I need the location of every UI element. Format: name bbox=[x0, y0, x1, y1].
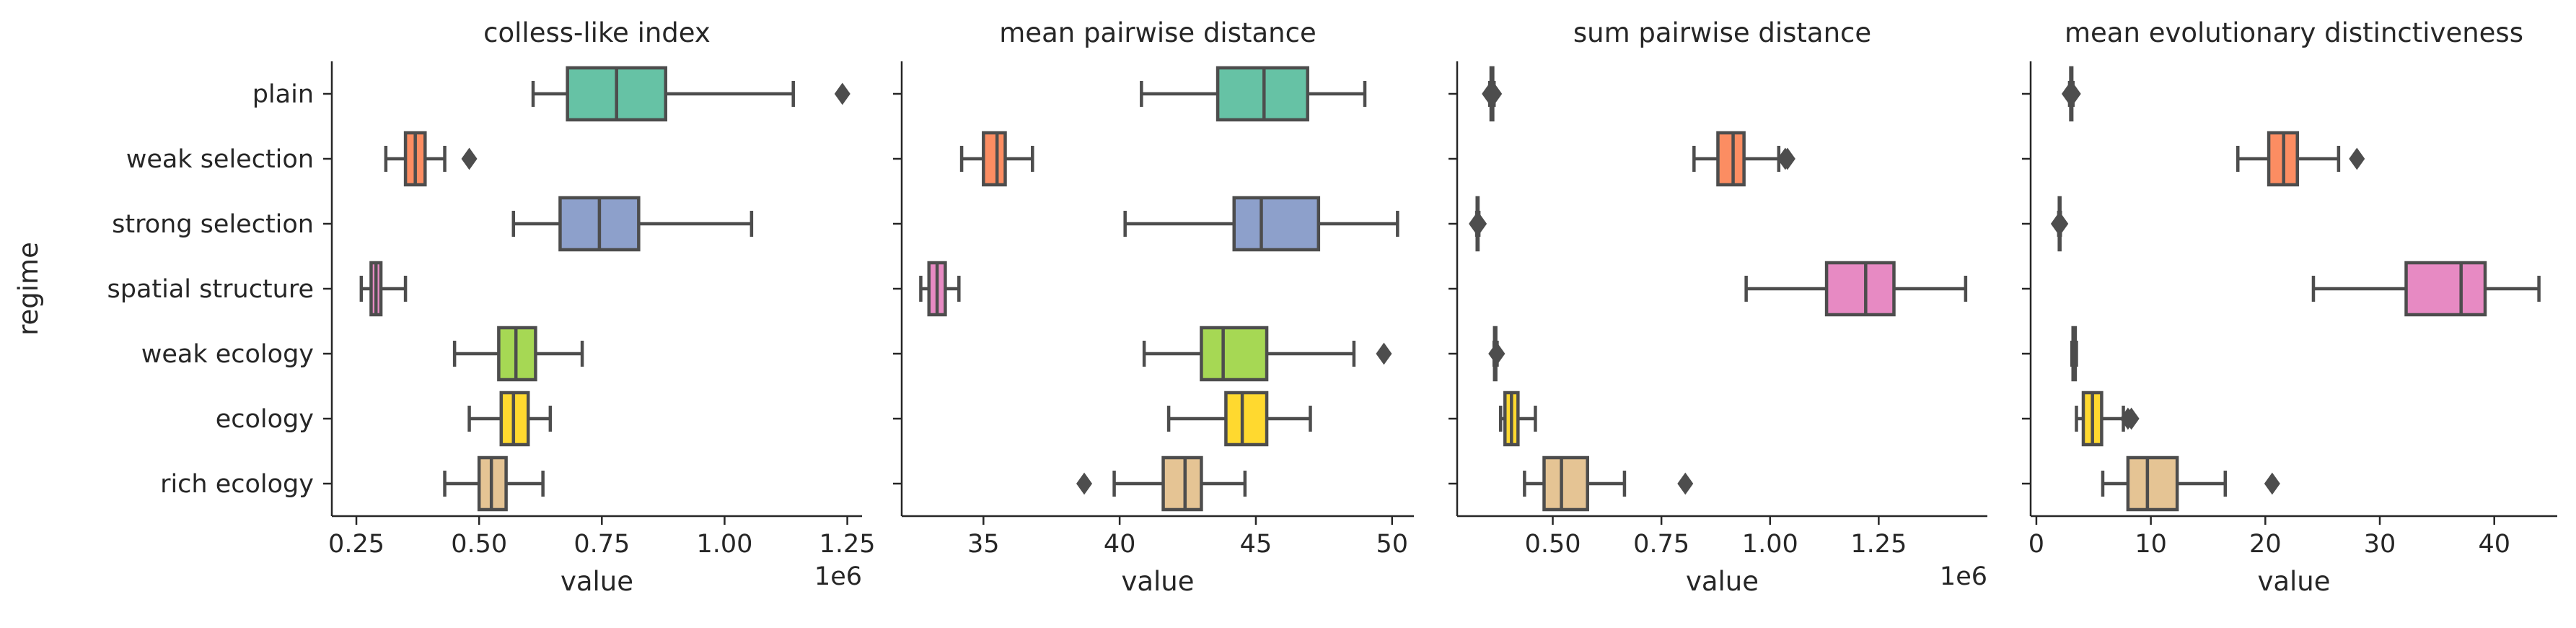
x-tick-label: 30 bbox=[2364, 530, 2396, 559]
box-rich-ecology bbox=[443, 455, 545, 512]
y-tick-label-strong-selection: strong selection bbox=[112, 210, 314, 239]
box-weak-selection bbox=[959, 131, 1034, 187]
panel-colless-like-index bbox=[323, 61, 862, 525]
outlier-point bbox=[1677, 472, 1694, 495]
box-rich-ecology bbox=[2101, 455, 2280, 512]
x-tick-label: 40 bbox=[1104, 530, 1136, 559]
y-tick-label-plain: plain bbox=[252, 80, 314, 109]
box-weak-selection bbox=[1692, 131, 1795, 187]
panel-title: sum pairwise distance bbox=[1573, 17, 1871, 48]
box-plain bbox=[2061, 66, 2081, 122]
box-plain bbox=[1482, 66, 1503, 122]
box-spatial-structure bbox=[1744, 261, 1968, 317]
outlier-point bbox=[2264, 472, 2280, 495]
iqr-box bbox=[1232, 196, 1321, 252]
box-weak-selection bbox=[384, 131, 478, 187]
outlier-point bbox=[834, 82, 850, 105]
box-weak-ecology bbox=[2070, 326, 2078, 382]
iqr-box bbox=[1200, 326, 1269, 382]
box-weak-ecology bbox=[1488, 326, 1505, 382]
box-weak-selection bbox=[2236, 131, 2365, 187]
y-tick-label-weak-selection: weak selection bbox=[126, 145, 314, 174]
x-tick-label: 45 bbox=[1240, 530, 1272, 559]
x-tick-label: 20 bbox=[2249, 530, 2282, 559]
box-strong-selection bbox=[2050, 196, 2069, 252]
x-tick-label: 40 bbox=[2478, 530, 2510, 559]
outlier-point bbox=[1489, 342, 1505, 365]
box-ecology bbox=[1166, 391, 1312, 447]
outlier-point bbox=[2052, 212, 2069, 235]
box-plain bbox=[1140, 66, 1367, 122]
y-tick-label-spatial-structure: spatial structure bbox=[107, 275, 314, 304]
panel-mean-evolutionary-distinctiveness bbox=[2022, 61, 2557, 525]
box-strong-selection bbox=[1469, 196, 1487, 252]
panel-title: mean evolutionary distinctiveness bbox=[2065, 17, 2523, 48]
x-tick-label: 0.50 bbox=[1525, 530, 1581, 559]
x-tick-label: 0.50 bbox=[451, 530, 507, 559]
x-tick-label: 35 bbox=[967, 530, 1000, 559]
x-tick-label: 0.75 bbox=[573, 530, 630, 559]
iqr-box bbox=[1224, 391, 1269, 447]
panel-title: colless-like index bbox=[483, 17, 711, 48]
x-tick-label: 0 bbox=[2028, 530, 2044, 559]
x-offset-label: 1e6 bbox=[814, 562, 862, 591]
outlier-point bbox=[1471, 212, 1487, 235]
x-tick-label: 1.00 bbox=[696, 530, 752, 559]
x-tick-label: 10 bbox=[2135, 530, 2167, 559]
box-weak-ecology bbox=[1142, 326, 1392, 382]
y-tick-label-rich-ecology: rich ecology bbox=[160, 470, 314, 499]
y-axis-label: regime bbox=[13, 242, 44, 336]
box-strong-selection bbox=[1123, 196, 1399, 252]
box-rich-ecology bbox=[1076, 455, 1247, 512]
outlier-point bbox=[1779, 147, 1795, 170]
outlier-point bbox=[2065, 82, 2081, 105]
outlier-point bbox=[1376, 342, 1392, 365]
outlier-point bbox=[2349, 147, 2365, 170]
x-axis-label: value bbox=[1121, 566, 1194, 597]
y-tick-label-weak-ecology: weak ecology bbox=[141, 340, 314, 369]
iqr-box bbox=[1824, 261, 1896, 317]
box-ecology bbox=[1498, 391, 1537, 447]
box-spatial-structure bbox=[2311, 261, 2541, 317]
box-spatial-structure bbox=[919, 261, 961, 317]
outlier-point bbox=[1076, 472, 1093, 495]
y-tick-label-ecology: ecology bbox=[216, 405, 314, 434]
x-axis-label: value bbox=[561, 566, 633, 597]
panel-mean-pairwise-distance bbox=[893, 61, 1414, 525]
iqr-box bbox=[982, 131, 1007, 187]
outlier-point bbox=[461, 147, 478, 170]
x-tick-label: 0.25 bbox=[328, 530, 384, 559]
box-ecology bbox=[467, 391, 553, 447]
x-offset-label: 1e6 bbox=[1940, 562, 1987, 591]
box-spatial-structure bbox=[359, 261, 408, 317]
x-tick-label: 1.00 bbox=[1742, 530, 1798, 559]
box-weak-ecology bbox=[452, 326, 584, 382]
box-ecology bbox=[2075, 391, 2140, 447]
panel-title: mean pairwise distance bbox=[999, 17, 1316, 48]
iqr-box bbox=[1716, 131, 1746, 187]
x-axis-label: value bbox=[1686, 566, 1759, 597]
iqr-box bbox=[2404, 261, 2487, 317]
outlier-point bbox=[1486, 82, 1503, 105]
x-tick-label: 1.25 bbox=[819, 530, 876, 559]
box-rich-ecology bbox=[1523, 455, 1694, 512]
box-strong-selection bbox=[511, 196, 754, 252]
outlier-point bbox=[2123, 407, 2140, 430]
panel-sum-pairwise-distance bbox=[1449, 61, 1987, 525]
iqr-box bbox=[2126, 455, 2179, 512]
box-plain bbox=[531, 66, 850, 122]
x-tick-label: 0.75 bbox=[1633, 530, 1689, 559]
x-tick-label: 1.25 bbox=[1850, 530, 1907, 559]
x-tick-label: 50 bbox=[1376, 530, 1409, 559]
iqr-box bbox=[1161, 455, 1203, 512]
iqr-box bbox=[1542, 455, 1589, 512]
x-axis-label: value bbox=[2257, 566, 2330, 597]
